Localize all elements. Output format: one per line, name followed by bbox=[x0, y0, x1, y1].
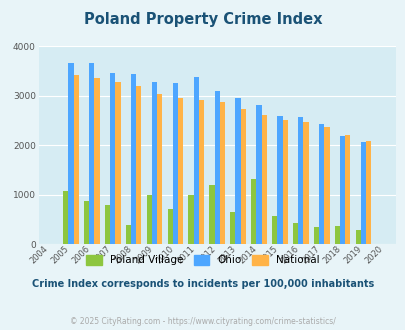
Bar bbox=[219, 102, 224, 244]
Bar bbox=[318, 124, 324, 244]
Bar bbox=[89, 63, 94, 244]
Bar bbox=[334, 226, 339, 244]
Bar bbox=[277, 116, 282, 244]
Bar bbox=[68, 63, 73, 244]
Bar bbox=[209, 185, 214, 244]
Bar bbox=[297, 117, 303, 244]
Bar bbox=[282, 120, 287, 244]
Bar bbox=[173, 83, 178, 244]
Bar bbox=[256, 105, 261, 244]
Bar bbox=[292, 223, 297, 244]
Legend: Poland Village, Ohio, National: Poland Village, Ohio, National bbox=[82, 251, 323, 270]
Bar bbox=[104, 205, 110, 244]
Bar bbox=[230, 212, 235, 244]
Bar bbox=[157, 94, 162, 244]
Bar bbox=[146, 195, 151, 244]
Bar bbox=[126, 225, 131, 244]
Bar bbox=[84, 201, 89, 244]
Bar bbox=[63, 191, 68, 244]
Bar bbox=[115, 82, 120, 244]
Bar bbox=[313, 227, 318, 244]
Bar bbox=[198, 100, 204, 244]
Bar bbox=[110, 73, 115, 244]
Bar bbox=[235, 98, 240, 244]
Text: © 2025 CityRating.com - https://www.cityrating.com/crime-statistics/: © 2025 CityRating.com - https://www.city… bbox=[70, 317, 335, 326]
Bar bbox=[131, 75, 136, 244]
Bar bbox=[193, 77, 198, 244]
Bar bbox=[365, 141, 371, 244]
Bar bbox=[94, 78, 100, 244]
Text: Poland Property Crime Index: Poland Property Crime Index bbox=[83, 12, 322, 26]
Bar bbox=[73, 75, 79, 244]
Bar bbox=[324, 127, 329, 244]
Bar bbox=[339, 136, 344, 244]
Bar bbox=[261, 115, 266, 244]
Bar bbox=[136, 86, 141, 244]
Bar bbox=[271, 216, 277, 244]
Bar bbox=[178, 98, 183, 244]
Bar bbox=[303, 122, 308, 244]
Bar bbox=[214, 91, 219, 244]
Bar bbox=[167, 209, 173, 244]
Text: Crime Index corresponds to incidents per 100,000 inhabitants: Crime Index corresponds to incidents per… bbox=[32, 279, 373, 289]
Bar bbox=[188, 195, 193, 244]
Bar bbox=[344, 135, 350, 244]
Bar bbox=[360, 142, 365, 244]
Bar bbox=[355, 230, 360, 244]
Bar bbox=[251, 180, 256, 244]
Bar bbox=[151, 82, 157, 244]
Bar bbox=[240, 109, 245, 244]
